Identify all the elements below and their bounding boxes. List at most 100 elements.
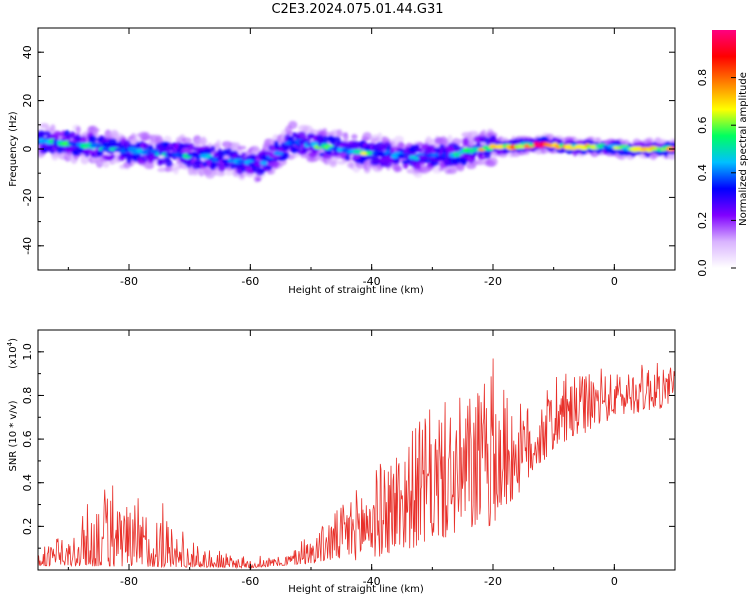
spectrogram-ytick-label: 40 bbox=[21, 45, 34, 59]
spectrogram-body bbox=[241, 152, 247, 157]
spectrogram-body bbox=[209, 145, 216, 153]
spectrogram-body bbox=[489, 136, 497, 143]
colorbar-tick-label: 0.0 bbox=[696, 259, 709, 277]
colorbar: 0.0 0.2 0.4 0.6 0.8 Normalized spectral ampl… bbox=[696, 30, 749, 277]
spectrogram-ytick-label: -40 bbox=[21, 237, 34, 255]
colorbar-tick-label: 0.2 bbox=[696, 212, 709, 230]
spectrogram-body bbox=[165, 159, 173, 168]
spectrogram-core bbox=[259, 160, 268, 166]
spectrogram-axes: -80 -60 -40 -20 0 -40 -20 0 20 40 bbox=[21, 27, 676, 288]
snr-multiplier-base: (x10 bbox=[8, 346, 19, 369]
spectrogram-core bbox=[150, 149, 159, 154]
spectrogram-body bbox=[38, 130, 46, 138]
snr-ytick-label: 0.6 bbox=[21, 430, 34, 448]
snr-xlabel: Height of straight line (km) bbox=[288, 584, 424, 595]
spectrogram-body bbox=[332, 136, 341, 144]
colorbar-ticks: 0.0 0.2 0.4 0.6 0.8 bbox=[696, 69, 736, 277]
spectrogram-body bbox=[366, 154, 373, 160]
svg-text:(x104): (x104) bbox=[6, 338, 19, 369]
spectrogram-body bbox=[477, 155, 487, 160]
spectrogram-ytick-label: 0 bbox=[21, 146, 34, 153]
spectrogram-halo bbox=[39, 123, 50, 129]
spectrogram-halo bbox=[474, 159, 485, 166]
spectrogram-halo bbox=[343, 132, 349, 143]
spectrogram-body bbox=[323, 135, 329, 144]
snr-axes: -80 -60 -40 -20 0 0.2 0.4 0.6 0.8 1.0 bbox=[21, 330, 676, 588]
spectrogram-body bbox=[110, 154, 116, 159]
spectrogram-halo bbox=[220, 171, 226, 177]
snr-series-line bbox=[38, 358, 675, 570]
spectrogram-body bbox=[557, 139, 563, 145]
spectrogram-body bbox=[202, 149, 212, 155]
spectrogram-halo bbox=[237, 145, 247, 150]
snr-xtick-label: -20 bbox=[484, 575, 502, 588]
spectrogram-body bbox=[316, 134, 324, 141]
spectrogram-ytick-label: -20 bbox=[21, 188, 34, 206]
snr-xtick-label: -80 bbox=[120, 575, 138, 588]
spectrogram-body bbox=[187, 142, 195, 151]
chart-title: C2E3.2024.075.01.44.G31 bbox=[271, 2, 444, 17]
spectrogram-halo bbox=[50, 124, 56, 133]
spectrogram-body bbox=[96, 149, 104, 157]
spectrogram-halo bbox=[189, 168, 201, 177]
spectrogram-body bbox=[54, 131, 62, 137]
snr-plot-area bbox=[38, 330, 675, 570]
snr-ytick-label: 0.2 bbox=[21, 518, 34, 536]
spectrogram-ylabel: Frequency (Hz) bbox=[8, 111, 19, 187]
snr-ylabel: SNR (10 * v/v) bbox=[8, 400, 19, 471]
spectrogram-halo bbox=[487, 156, 498, 167]
spectrogram-ytick-label: 20 bbox=[21, 94, 34, 108]
spectrogram-halo bbox=[362, 131, 372, 141]
spectrogram-body bbox=[71, 149, 81, 156]
spectrogram-body bbox=[460, 156, 468, 166]
spectrogram-body bbox=[75, 134, 81, 142]
spectrogram-xtick-label: -60 bbox=[241, 275, 259, 288]
spectrogram-body bbox=[344, 155, 351, 161]
snr-panel: -80 -60 -40 -20 0 0.2 0.4 0.6 0.8 1.0 Height of s… bbox=[6, 329, 676, 595]
spectrogram-body bbox=[401, 159, 410, 165]
spectrogram-halo bbox=[185, 138, 193, 144]
spectrogram-halo bbox=[595, 137, 602, 143]
spectrogram-body bbox=[297, 131, 307, 141]
spectrogram-halo bbox=[288, 120, 298, 130]
snr-frame bbox=[37, 329, 676, 571]
spectrogram-halo bbox=[199, 137, 208, 146]
spectrogram-blobs bbox=[38, 120, 675, 183]
snr-ytick-label: 0.4 bbox=[21, 474, 34, 492]
spectrogram-xtick-label: -80 bbox=[120, 275, 138, 288]
spectrogram-body bbox=[389, 146, 400, 151]
colorbar-tick-label: 0.8 bbox=[696, 69, 709, 87]
spectrogram-body bbox=[475, 142, 482, 150]
spectrogram-body bbox=[462, 137, 470, 147]
spectrogram-body bbox=[157, 158, 167, 165]
spectrogram-halo bbox=[204, 169, 216, 179]
snr-xtick-label: 0 bbox=[611, 575, 618, 588]
spectrogram-xlabel: Height of straight line (km) bbox=[288, 285, 424, 296]
spectrogram-body bbox=[241, 165, 247, 173]
snr-ytick-label: 0.8 bbox=[21, 387, 34, 405]
spectrogram-halo bbox=[92, 128, 98, 137]
snr-xtick-label: -60 bbox=[241, 575, 259, 588]
spectrogram-body bbox=[69, 131, 76, 139]
colorbar-gradient bbox=[712, 30, 736, 268]
spectrogram-xtick-label: -20 bbox=[484, 275, 502, 288]
spectrogram-xtick-label: 0 bbox=[611, 275, 618, 288]
spectrogram-halo bbox=[377, 132, 383, 142]
spectrogram-body bbox=[80, 135, 87, 145]
colorbar-tick-label: 0.4 bbox=[696, 164, 709, 182]
spectrogram-body bbox=[148, 145, 154, 151]
spectrogram-body bbox=[88, 135, 97, 142]
spectrogram-halo bbox=[351, 133, 358, 140]
spectrogram-body bbox=[306, 133, 316, 138]
colorbar-label: Normalized spectral amplitude bbox=[738, 72, 749, 226]
spectrogram-halo bbox=[75, 126, 81, 135]
colorbar-tick-label: 0.6 bbox=[696, 116, 709, 134]
spectrogram-halo bbox=[102, 161, 110, 168]
spectrogram-halo bbox=[215, 139, 222, 149]
snr-ytick-label: 1.0 bbox=[21, 343, 34, 361]
spectrogram-marks bbox=[38, 120, 675, 183]
spectrogram-xtick-label: -40 bbox=[363, 275, 381, 288]
snr-multiplier-exp: 4 bbox=[6, 341, 14, 346]
snr-multiplier: (x104) bbox=[6, 338, 19, 369]
